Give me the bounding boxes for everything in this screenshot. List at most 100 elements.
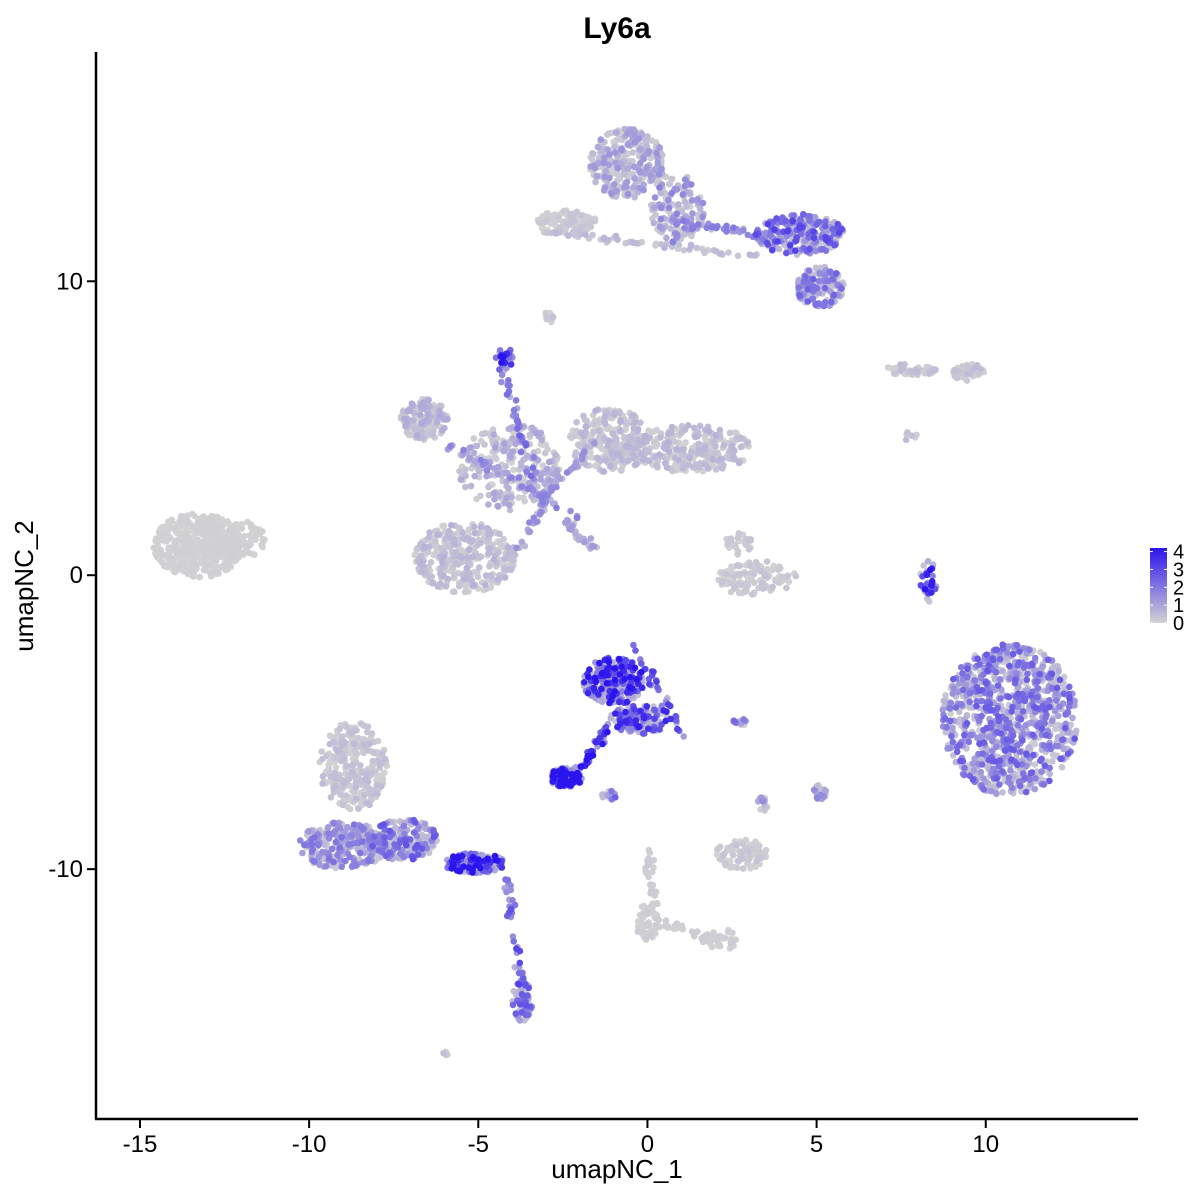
data-point <box>325 764 333 772</box>
data-point <box>355 805 362 812</box>
data-point <box>729 938 736 946</box>
data-point <box>184 518 192 525</box>
data-point <box>218 524 225 531</box>
data-point <box>154 554 161 561</box>
data-point <box>201 533 209 540</box>
data-point <box>723 570 730 578</box>
data-point <box>656 451 663 458</box>
data-point <box>200 513 207 520</box>
data-point <box>752 863 759 870</box>
data-point <box>477 523 485 531</box>
data-point <box>507 424 515 432</box>
data-point <box>570 463 578 471</box>
data-point <box>496 530 503 538</box>
data-point <box>421 543 428 550</box>
data-point <box>225 561 233 569</box>
data-point <box>634 426 642 434</box>
data-point <box>729 929 736 937</box>
data-point <box>680 733 687 740</box>
data-point <box>440 522 448 530</box>
data-point <box>247 521 255 528</box>
data-point <box>473 442 481 450</box>
data-point <box>207 544 215 551</box>
data-point <box>647 932 655 939</box>
data-point <box>377 783 385 790</box>
data-point <box>464 534 471 542</box>
data-point <box>971 365 978 372</box>
data-point <box>196 573 203 581</box>
data-point <box>165 535 172 542</box>
data-point <box>589 542 596 550</box>
data-point <box>481 429 489 437</box>
data-point <box>673 445 681 453</box>
data-point <box>168 516 176 524</box>
data-point <box>462 466 469 473</box>
data-point <box>890 370 898 377</box>
data-point <box>366 740 374 748</box>
data-point <box>650 219 658 227</box>
data-point <box>768 566 776 574</box>
data-point <box>727 535 735 543</box>
data-point <box>326 740 334 748</box>
data-point <box>343 792 350 799</box>
data-point <box>633 460 640 468</box>
data-point <box>340 755 347 762</box>
data-point <box>999 667 1006 675</box>
data-point <box>610 181 618 188</box>
data-point <box>339 737 347 745</box>
data-point <box>500 535 507 543</box>
data-point <box>642 936 650 943</box>
data-point <box>434 531 442 539</box>
data-point <box>712 442 719 450</box>
data-point <box>418 568 426 576</box>
data-point <box>756 842 763 849</box>
data-point <box>949 724 956 732</box>
data-point <box>481 441 488 448</box>
data-point <box>594 172 601 180</box>
data-point <box>644 908 651 915</box>
data-point <box>456 467 463 475</box>
data-point <box>602 167 610 175</box>
data-point <box>318 748 326 755</box>
data-point <box>440 553 448 560</box>
data-point <box>613 450 621 458</box>
data-point <box>951 366 958 374</box>
data-point <box>492 444 499 451</box>
data-point <box>902 436 910 444</box>
data-point <box>745 546 753 553</box>
data-point <box>737 434 744 442</box>
data-point <box>662 923 669 930</box>
data-point <box>752 252 759 259</box>
data-point <box>671 438 678 446</box>
data-point <box>482 572 490 579</box>
data-point <box>181 548 188 556</box>
data-point <box>200 560 207 567</box>
data-point <box>629 239 637 246</box>
data-point <box>476 553 484 560</box>
data-point <box>589 150 596 157</box>
data-point <box>630 184 637 191</box>
data-point <box>594 143 602 151</box>
data-point <box>654 159 662 167</box>
data-point <box>463 564 471 572</box>
data-point <box>631 175 639 182</box>
data-point <box>357 762 364 769</box>
data-point <box>1058 763 1066 771</box>
data-point <box>485 501 492 508</box>
data-point <box>591 440 598 447</box>
data-point <box>374 790 381 798</box>
data-point <box>1046 770 1054 778</box>
data-point <box>554 214 562 221</box>
data-point <box>949 690 956 697</box>
data-point <box>457 476 465 483</box>
data-point <box>746 251 753 258</box>
data-point <box>462 483 469 491</box>
data-point <box>459 529 466 536</box>
data-point <box>701 444 709 451</box>
data-point <box>638 450 645 458</box>
data-point <box>549 313 557 321</box>
data-point <box>680 247 688 254</box>
data-point <box>737 581 745 589</box>
data-point <box>758 854 765 862</box>
data-point <box>715 940 723 948</box>
